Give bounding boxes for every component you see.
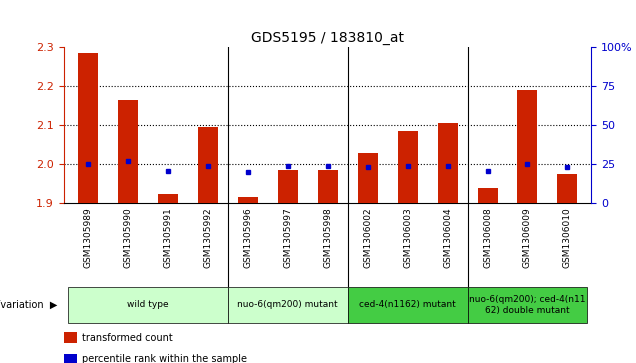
Text: GSM1305991: GSM1305991 [163, 207, 172, 268]
FancyBboxPatch shape [67, 287, 228, 323]
Bar [277, 170, 298, 203]
Text: wild type: wild type [127, 301, 169, 309]
Bar [438, 123, 457, 203]
Text: GSM1306003: GSM1306003 [403, 207, 412, 268]
Text: GSM1305992: GSM1305992 [203, 207, 212, 268]
Bar [64, 354, 77, 363]
Text: GSM1306002: GSM1306002 [363, 207, 372, 268]
Text: transformed count: transformed count [82, 333, 173, 343]
Bar [357, 152, 378, 203]
Title: GDS5195 / 183810_at: GDS5195 / 183810_at [251, 31, 404, 45]
Bar [518, 90, 537, 203]
Bar [158, 193, 177, 203]
Text: GSM1305998: GSM1305998 [323, 207, 332, 268]
Bar [398, 131, 417, 203]
Bar [118, 100, 137, 203]
Bar [238, 197, 258, 203]
Text: GSM1305996: GSM1305996 [243, 207, 252, 268]
Text: nuo-6(qm200) mutant: nuo-6(qm200) mutant [237, 301, 338, 309]
FancyBboxPatch shape [228, 287, 347, 323]
Bar [64, 333, 77, 343]
Text: GSM1305997: GSM1305997 [283, 207, 292, 268]
Bar [78, 53, 97, 203]
Text: GSM1305989: GSM1305989 [83, 207, 92, 268]
Text: percentile rank within the sample: percentile rank within the sample [82, 354, 247, 363]
Bar [478, 188, 497, 203]
Bar [317, 170, 338, 203]
Text: nuo-6(qm200); ced-4(n11
62) double mutant: nuo-6(qm200); ced-4(n11 62) double mutan… [469, 295, 586, 315]
Text: GSM1306004: GSM1306004 [443, 207, 452, 268]
Text: GSM1306010: GSM1306010 [563, 207, 572, 268]
Text: ced-4(n1162) mutant: ced-4(n1162) mutant [359, 301, 456, 309]
FancyBboxPatch shape [467, 287, 588, 323]
FancyBboxPatch shape [347, 287, 467, 323]
Text: GSM1306009: GSM1306009 [523, 207, 532, 268]
Text: GSM1305990: GSM1305990 [123, 207, 132, 268]
Bar [558, 174, 577, 203]
Bar [198, 127, 218, 203]
Text: GSM1306008: GSM1306008 [483, 207, 492, 268]
Text: genotype/variation  ▶: genotype/variation ▶ [0, 300, 57, 310]
